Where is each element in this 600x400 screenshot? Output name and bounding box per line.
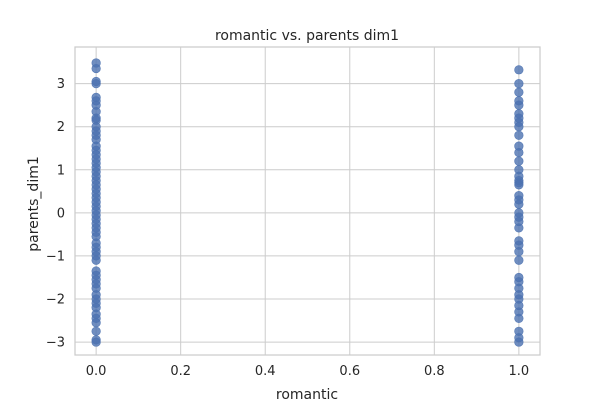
y-axis-label: parents_dim1 (26, 156, 42, 252)
x-tick-label: 0.8 (424, 364, 445, 379)
grid (75, 47, 540, 355)
scatter-point (91, 318, 101, 328)
chart-title: romantic vs. parents dim1 (215, 28, 399, 44)
scatter-point (514, 156, 524, 166)
scatter-point (514, 65, 524, 75)
y-tick-label: 0 (57, 206, 65, 221)
scatter-point (514, 180, 524, 190)
x-tick-label: 0.0 (86, 364, 107, 379)
scatter-point (514, 337, 524, 347)
y-tick-label: −1 (46, 249, 65, 264)
scatter-point (514, 87, 524, 97)
y-tick-label: 1 (57, 163, 65, 178)
scatter-point (514, 255, 524, 265)
scatter-point (91, 63, 101, 74)
scatter-point (514, 122, 524, 132)
data-points (91, 58, 524, 347)
y-tick-labels: −3 −2 −1 0 1 2 3 (46, 77, 65, 350)
x-tick-labels: 0.0 0.2 0.4 0.6 0.8 1.0 (86, 364, 529, 379)
scatter-point (514, 79, 524, 89)
scatter-point (91, 337, 101, 347)
x-axis-label: romantic (276, 387, 338, 400)
x-tick-label: 0.4 (255, 364, 276, 379)
scatter-point (514, 147, 524, 158)
scatter-point (91, 326, 101, 336)
y-tick-label: 2 (57, 120, 65, 135)
scatter-point (514, 130, 524, 140)
scatter-point (91, 79, 101, 89)
x-tick-label: 1.0 (509, 364, 530, 379)
x-tick-label: 0.2 (170, 364, 191, 379)
scatter-point (514, 223, 524, 233)
y-tick-label: −3 (46, 336, 65, 351)
scatter-point (514, 247, 524, 257)
scatter-point (91, 255, 101, 265)
scatter-point (514, 100, 524, 110)
y-tick-label: 3 (57, 77, 65, 92)
y-tick-label: −2 (46, 293, 65, 308)
scatter-point (514, 313, 524, 323)
x-tick-label: 0.6 (339, 364, 360, 379)
plot-frame (74, 46, 541, 356)
scatter-point (514, 199, 524, 209)
